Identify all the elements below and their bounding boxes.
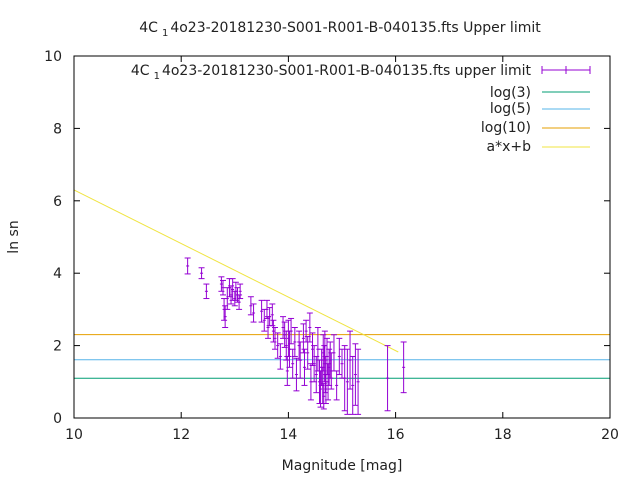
- data-point-76: [400, 341, 407, 394]
- axis-ticks: 10 12 14 16 18 20 0 2 4 6 8 10: [44, 49, 619, 443]
- data-point-37: [293, 357, 300, 392]
- data-point-17: [250, 303, 257, 323]
- data-point-29: [281, 321, 288, 348]
- data-point-1: [198, 267, 205, 280]
- plot-frame: [73, 55, 611, 419]
- data-point-74: [355, 348, 362, 415]
- data-point-4: [220, 279, 227, 296]
- y-tick-label-6: 6: [53, 194, 62, 210]
- data-point-73: [352, 343, 359, 406]
- data-point-68: [339, 348, 345, 379]
- legend-label-log3: log(3): [490, 85, 531, 101]
- x-tick-label-12: 12: [172, 427, 190, 443]
- data-point-71: [347, 330, 354, 390]
- data-point-15: [237, 283, 244, 300]
- data-point-41: [301, 348, 308, 386]
- x-tick-label-20: 20: [601, 427, 619, 443]
- legend-label-log10: log(10): [481, 120, 531, 136]
- data-point-27: [277, 343, 284, 370]
- data-point-63: [327, 341, 334, 379]
- x-axis-label: Magnitude [mag]: [282, 458, 403, 474]
- data-point-2: [203, 283, 210, 300]
- chart-title: 4C 1 4o23-20181230-S001-R001-B-040135.fts …: [139, 20, 541, 39]
- data-point-75: [384, 345, 391, 412]
- x-tick-label-14: 14: [279, 427, 297, 443]
- data-point-34: [288, 317, 295, 345]
- y-tick-label-0: 0: [53, 411, 62, 427]
- legend: 4C 1 4o23-20181230-S001-R001-B-040135.fts …: [131, 63, 591, 155]
- legend-label-fit: a*x+b: [487, 139, 532, 155]
- data-point-72: [349, 355, 356, 415]
- y-tick-label-8: 8: [53, 121, 62, 137]
- data-point-20: [263, 299, 270, 319]
- legend-label-log5: log(5): [490, 101, 531, 117]
- y-tick-label-10: 10: [44, 49, 62, 65]
- data-point-12: [232, 281, 239, 301]
- data-point-67: [336, 337, 343, 376]
- data-point-19: [261, 308, 268, 332]
- fit-line: [73, 189, 399, 353]
- data-point-70: [344, 348, 351, 415]
- y-axis-label: ln sn: [6, 220, 22, 253]
- data-point-66: [333, 370, 340, 401]
- data-point-26: [274, 332, 281, 359]
- plot-area: [73, 189, 610, 415]
- data-point-48: [313, 355, 320, 394]
- data-point-44: [306, 312, 313, 343]
- data-point-46: [309, 332, 316, 367]
- data-point-0: [184, 257, 191, 275]
- data-point-18: [258, 299, 265, 323]
- data-point-7: [224, 287, 231, 310]
- y-tick-label-2: 2: [53, 339, 62, 355]
- x-tick-label-16: 16: [387, 427, 405, 443]
- data-point-40: [300, 323, 307, 354]
- data-point-16: [247, 296, 254, 316]
- x-tick-label-10: 10: [65, 427, 83, 443]
- data-point-47: [311, 345, 318, 383]
- y-tick-label-4: 4: [53, 266, 62, 282]
- data-point-39: [297, 341, 304, 379]
- data-point-23: [269, 303, 276, 327]
- x-tick-label-18: 18: [494, 427, 512, 443]
- data-point-25: [272, 327, 278, 350]
- data-point-69: [341, 345, 348, 412]
- data-point-38: [296, 330, 303, 361]
- legend-label-data: 4C 1 4o23-20181230-S001-R001-B-040135.fts …: [131, 63, 532, 82]
- data-point-36: [291, 327, 298, 357]
- data-point-14: [236, 294, 243, 310]
